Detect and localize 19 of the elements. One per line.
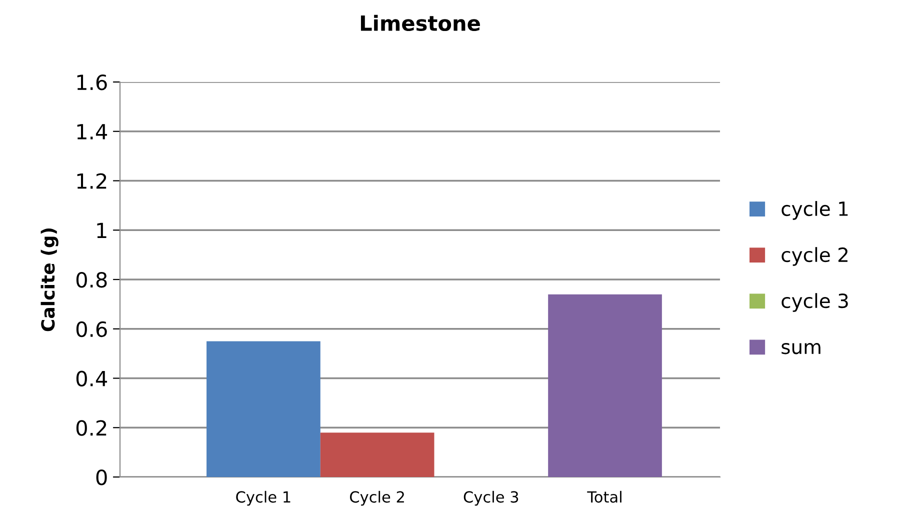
y-tick-label: 0.8	[76, 272, 107, 288]
x-tick-label: Cycle 3	[464, 490, 518, 506]
y-tick-label: 0.2	[76, 420, 106, 436]
y-tick-label: 0.6	[76, 321, 107, 338]
legend-label: cycle 2	[782, 247, 848, 266]
x-tick-label: Cycle 1	[236, 490, 290, 506]
y-tick-label: 1.4	[77, 124, 108, 140]
x-tick-label: Total	[587, 490, 622, 503]
legend-label: cycle 1	[782, 201, 848, 220]
y-tick-label: 1.6	[77, 74, 107, 90]
x-tick-label: Cycle 2	[350, 490, 404, 506]
y-tick-label: 1.2	[77, 173, 106, 189]
y-tick-label: 0.4	[76, 370, 108, 386]
chart-title: Limestone	[360, 14, 480, 32]
legend-label: cycle 3	[782, 293, 848, 312]
legend-label: sum	[782, 343, 820, 354]
y-tick-label: 1	[97, 222, 106, 238]
y-tick-label: 0	[96, 469, 107, 486]
y-axis-title: Calcite (g)	[40, 228, 58, 332]
